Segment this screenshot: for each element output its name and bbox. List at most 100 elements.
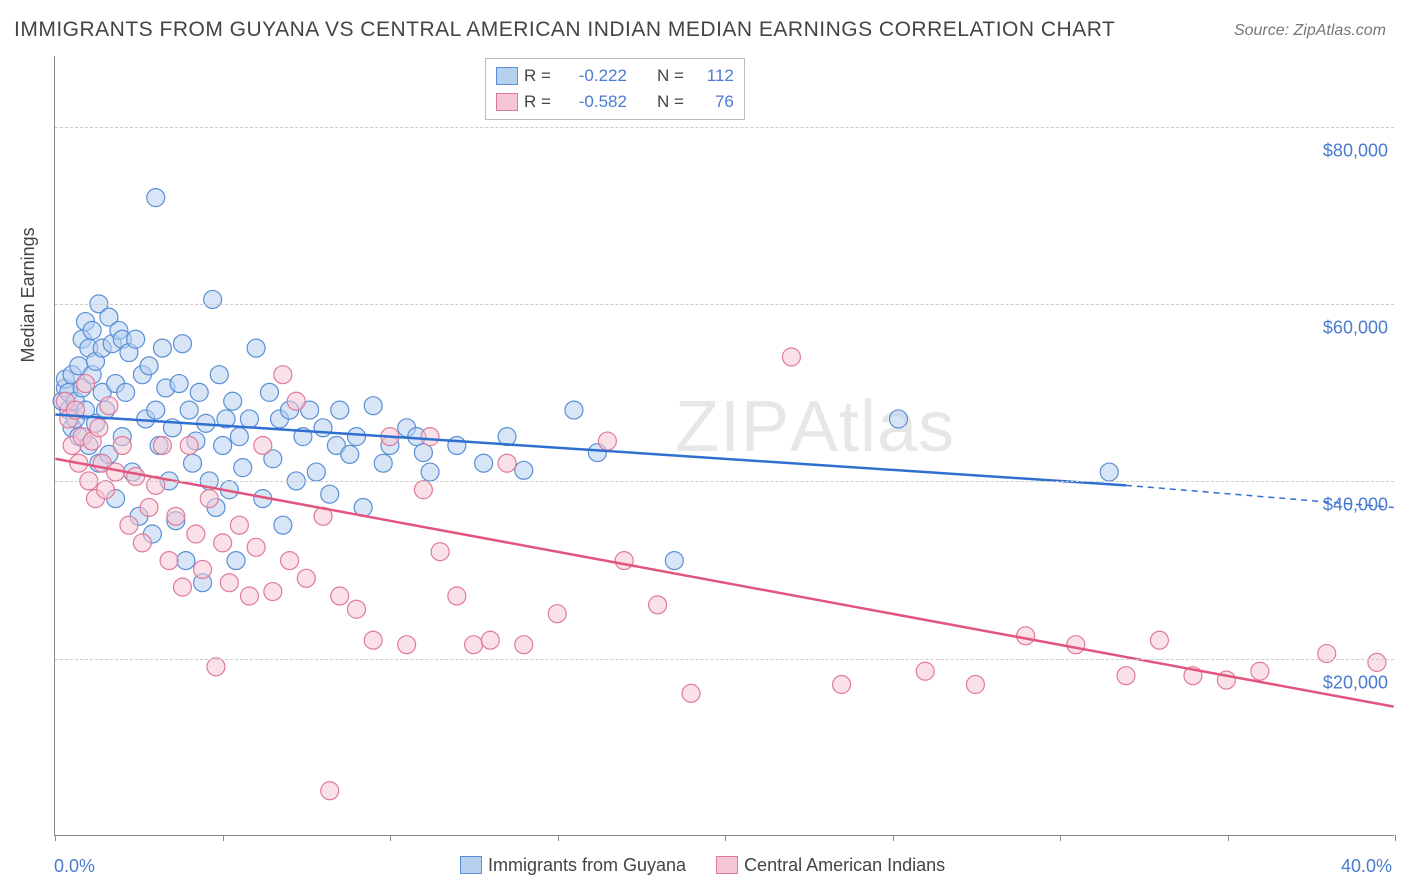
legend-r-value: -0.222	[557, 66, 627, 86]
x-tick-mark	[558, 835, 559, 841]
scatter-point	[281, 552, 299, 570]
y-tick-label: $40,000	[1323, 495, 1396, 516]
scatter-point	[113, 437, 131, 455]
scatter-point	[204, 290, 222, 308]
scatter-point	[475, 454, 493, 472]
legend-r-label: R =	[524, 66, 551, 86]
scatter-point	[240, 587, 258, 605]
scatter-point	[548, 605, 566, 623]
legend-series: Immigrants from Guyana Central American I…	[460, 852, 945, 878]
scatter-point	[1251, 662, 1269, 680]
scatter-point	[224, 392, 242, 410]
y-tick-label: $80,000	[1323, 140, 1396, 161]
legend-series-item: Immigrants from Guyana	[460, 852, 686, 878]
scatter-point	[782, 348, 800, 366]
scatter-point	[421, 463, 439, 481]
scatter-point	[431, 543, 449, 561]
x-tick-mark	[1228, 835, 1229, 841]
scatter-point	[90, 419, 108, 437]
scatter-point	[1318, 645, 1336, 663]
scatter-point	[1150, 631, 1168, 649]
scatter-point	[307, 463, 325, 481]
scatter-point	[117, 383, 135, 401]
scatter-point	[481, 631, 499, 649]
x-tick-mark	[55, 835, 56, 841]
scatter-point	[916, 662, 934, 680]
gridline	[55, 659, 1394, 660]
scatter-point	[174, 578, 192, 596]
scatter-point	[230, 516, 248, 534]
legend-n-label: N =	[657, 92, 684, 112]
trend-line	[55, 459, 1393, 707]
scatter-point	[414, 481, 432, 499]
scatter-point	[314, 419, 332, 437]
legend-swatch	[496, 67, 518, 85]
plot-area: ZIPAtlas R =-0.222N =112R =-0.582N =76 $…	[54, 56, 1394, 836]
scatter-point	[274, 516, 292, 534]
y-axis-title: Median Earnings	[18, 227, 39, 362]
scatter-point	[200, 490, 218, 508]
legend-n-value: 76	[690, 92, 734, 112]
scatter-point	[1368, 653, 1386, 671]
x-tick-mark	[223, 835, 224, 841]
legend-swatch	[496, 93, 518, 111]
scatter-point	[465, 636, 483, 654]
scatter-point	[194, 560, 212, 578]
x-tick-mark	[893, 835, 894, 841]
scatter-point	[515, 636, 533, 654]
scatter-point	[615, 552, 633, 570]
x-tick-mark	[725, 835, 726, 841]
scatter-point	[1100, 463, 1118, 481]
scatter-point	[167, 507, 185, 525]
scatter-point	[1017, 627, 1035, 645]
scatter-point	[565, 401, 583, 419]
scatter-point	[833, 676, 851, 694]
scatter-point	[160, 552, 178, 570]
scatter-point	[147, 189, 165, 207]
scatter-point	[448, 437, 466, 455]
scatter-point	[254, 437, 272, 455]
x-tick-mark	[390, 835, 391, 841]
legend-stat-row: R =-0.222N =112	[496, 63, 734, 89]
scatter-point	[97, 481, 115, 499]
gridline	[55, 481, 1394, 482]
scatter-point	[297, 569, 315, 587]
legend-series-item: Central American Indians	[716, 852, 945, 878]
legend-r-value: -0.582	[557, 92, 627, 112]
scatter-point	[227, 552, 245, 570]
scatter-point	[133, 534, 151, 552]
legend-n-value: 112	[690, 66, 734, 86]
scatter-point	[184, 454, 202, 472]
x-tick-mark	[1395, 835, 1396, 841]
scatter-point	[1117, 667, 1135, 685]
scatter-point	[127, 330, 145, 348]
chart-svg	[55, 56, 1394, 835]
y-tick-label: $20,000	[1323, 672, 1396, 693]
scatter-point	[889, 410, 907, 428]
scatter-point	[214, 437, 232, 455]
scatter-point	[170, 375, 188, 393]
legend-swatch	[460, 856, 482, 874]
scatter-point	[220, 574, 238, 592]
scatter-point	[100, 397, 118, 415]
scatter-point	[210, 366, 228, 384]
scatter-point	[153, 437, 171, 455]
x-tick-mark	[1060, 835, 1061, 841]
scatter-point	[207, 658, 225, 676]
legend-r-label: R =	[524, 92, 551, 112]
gridline	[55, 304, 1394, 305]
scatter-point	[274, 366, 292, 384]
scatter-point	[414, 444, 432, 462]
scatter-point	[214, 534, 232, 552]
scatter-point	[515, 461, 533, 479]
scatter-point	[649, 596, 667, 614]
scatter-point	[147, 401, 165, 419]
scatter-point	[598, 432, 616, 450]
scatter-point	[240, 410, 258, 428]
scatter-point	[127, 467, 145, 485]
scatter-point	[448, 587, 466, 605]
scatter-point	[260, 383, 278, 401]
scatter-point	[364, 397, 382, 415]
legend-series-label: Immigrants from Guyana	[488, 855, 686, 876]
scatter-point	[665, 552, 683, 570]
